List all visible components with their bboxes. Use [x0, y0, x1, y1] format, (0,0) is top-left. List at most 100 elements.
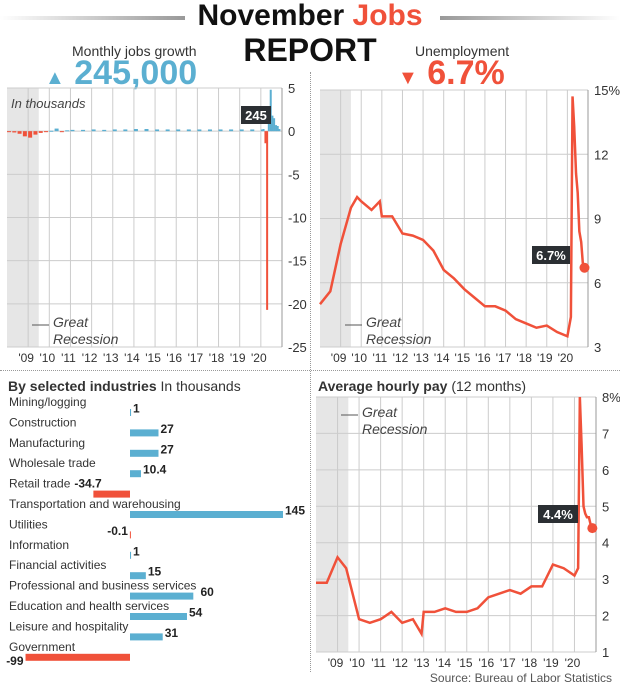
jobs-bar: [264, 131, 267, 144]
unemployment-callout-box: [532, 246, 570, 264]
unemployment-xtick-label: '11: [372, 351, 387, 365]
industry-value-label: 145: [285, 504, 305, 518]
jobs-xtick-label: '09: [18, 351, 34, 365]
industry-bar: [130, 511, 283, 518]
industry-bar: [130, 470, 141, 478]
unemployment-endpoint: [579, 262, 590, 273]
title: November Jobs: [0, 0, 620, 32]
jobs-ytick-label: 5: [288, 81, 295, 96]
jobs-bar: [197, 129, 202, 132]
hourly-pay-xtick-label: '13: [414, 656, 430, 670]
hourly-pay-ytick-label: 8%: [602, 390, 620, 405]
industry-value-label: -99: [6, 654, 24, 668]
jobs-bar: [186, 129, 191, 132]
horizontal-divider: [0, 370, 620, 371]
hourly-pay-xtick-label: '17: [500, 656, 516, 670]
unemployment-xtick-label: '19: [537, 351, 553, 365]
jobs-xtick-label: '19: [230, 351, 246, 365]
unemployment-callout-text: 6.7%: [536, 248, 566, 263]
industry-label: Wholesale trade: [9, 456, 96, 470]
source-note: Source: Bureau of Labor Statistics: [429, 671, 612, 685]
hourly-pay-callout-box: [538, 505, 578, 523]
hourly-pay-recession-label-2: Recession: [362, 421, 428, 437]
title-november: November: [197, 0, 345, 32]
industry-bar: [130, 592, 194, 600]
jobs-xtick-label: '15: [145, 351, 161, 365]
industry-value-label: 10.4: [143, 463, 167, 477]
unemployment-xtick-label: '17: [496, 351, 512, 365]
industry-value-label: 31: [165, 626, 179, 640]
title-jobs: Jobs: [352, 0, 423, 32]
unemployment-xtick-label: '18: [516, 351, 532, 365]
jobs-bar: [54, 128, 59, 132]
hourly-pay-xtick-label: '19: [543, 656, 559, 670]
industry-value-label: 27: [160, 442, 174, 456]
jobs-bar: [123, 129, 128, 132]
jobs-bar: [275, 125, 278, 132]
jobs-bar: [262, 129, 265, 132]
jobs-bar: [250, 129, 255, 132]
jobs-bar: [91, 129, 96, 132]
vertical-divider: [310, 72, 311, 672]
jobs-bar: [59, 131, 64, 133]
industry-label: Retail trade: [9, 477, 71, 491]
unemployment-ytick-label: 9: [594, 212, 601, 227]
industry-value-label: 15: [148, 565, 162, 579]
jobs-bar: [112, 129, 117, 132]
jobs-bar: [276, 125, 279, 132]
jobs-bar: [17, 131, 22, 134]
jobs-xtick-label: '13: [103, 351, 119, 365]
industry-bar: [93, 490, 130, 498]
hourly-pay-xtick-label: '11: [371, 656, 386, 670]
industry-bar: [130, 613, 187, 620]
jobs-bar: [278, 129, 281, 132]
jobs-bar: [65, 130, 70, 132]
jobs-ytick-label: -10: [288, 211, 307, 226]
title-rule-right: [440, 16, 620, 20]
jobs-ytick-label: -25: [288, 340, 307, 355]
unemployment-line: [319, 96, 586, 339]
jobs-bar: [12, 131, 17, 133]
industry-bar: [130, 409, 132, 416]
hourly-pay-xtick-label: '10: [349, 656, 365, 670]
hourly-pay-recession-label-1: Great: [362, 404, 398, 420]
hourly-pay-ytick-label: 7: [602, 426, 609, 441]
unemployment-xtick-label: '20: [558, 351, 574, 365]
unemployment-ytick-label: 3: [594, 340, 601, 355]
unemployment-ytick-label: 6: [594, 276, 601, 291]
jobs-callout-text: 245: [245, 108, 267, 123]
jobs-bar: [133, 129, 138, 132]
jobs-ytick-label: -20: [288, 297, 307, 312]
jobs-bar: [229, 129, 234, 132]
hourly-pay-ytick-label: 1: [602, 645, 609, 660]
jobs-unit-note: In thousands: [11, 96, 86, 111]
jobs-callout-box: [241, 106, 271, 124]
title-report: REPORT: [243, 32, 377, 68]
industry-bar: [130, 449, 159, 457]
industry-value-label: 60: [200, 585, 214, 599]
industry-label: Education and health services: [9, 599, 169, 613]
hourly-pay-callout-text: 4.4%: [543, 507, 573, 522]
jobs-xtick-label: '14: [124, 351, 140, 365]
jobs-xtick-label: '11: [61, 351, 76, 365]
jobs-bar: [81, 129, 86, 132]
jobs-bar: [22, 131, 27, 137]
jobs-bar: [102, 129, 107, 132]
industry-bar: [130, 429, 159, 437]
industries-unit: In thousands: [160, 378, 241, 394]
unemployment-value: 6.7%: [427, 54, 505, 92]
jobs-bar: [155, 129, 160, 132]
industry-label: Mining/logging: [9, 395, 86, 409]
jobs-xtick-label: '10: [39, 351, 55, 365]
industry-label: Financial activities: [9, 558, 106, 572]
jobs-value: 245,000: [74, 54, 198, 92]
industry-value-label: 27: [160, 422, 174, 436]
jobs-bar: [28, 131, 33, 138]
hourly-pay-ytick-label: 6: [602, 463, 609, 478]
jobs-bar: [260, 129, 263, 132]
unemployment-xtick-label: '16: [475, 351, 491, 365]
pay-title: Average hourly pay: [318, 378, 448, 394]
unemployment-recession-label-1: Great: [366, 314, 402, 330]
hourly-pay-ytick-label: 3: [602, 572, 609, 587]
